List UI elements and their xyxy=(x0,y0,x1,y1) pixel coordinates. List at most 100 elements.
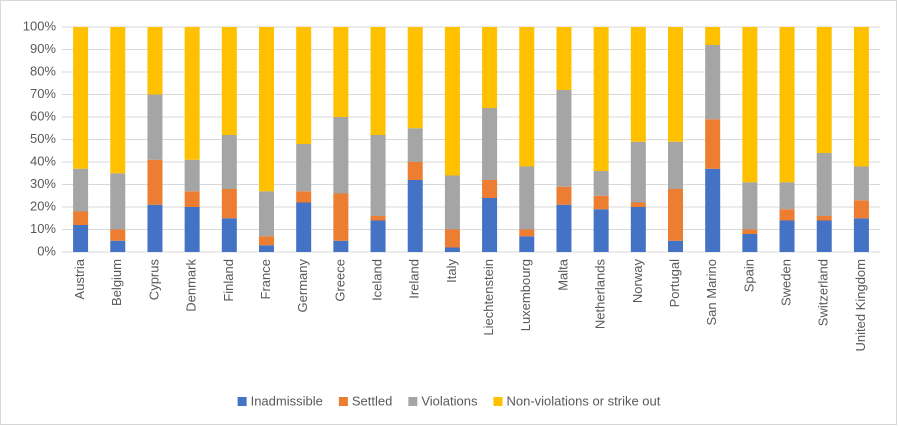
bar-segment xyxy=(742,182,758,230)
y-tick-label: 80% xyxy=(30,63,56,78)
bar-segment xyxy=(668,240,683,252)
bar-segment xyxy=(370,220,386,252)
y-tick-label: 70% xyxy=(30,86,56,101)
bar-segment xyxy=(630,207,646,252)
bar-segment xyxy=(444,175,460,230)
x-tick-label: Portugal xyxy=(667,259,682,308)
bar-segment xyxy=(593,195,609,210)
bar-segment xyxy=(556,186,572,205)
bar-segment xyxy=(110,229,126,241)
bar-segment xyxy=(370,135,386,216)
bar-segment xyxy=(853,218,869,252)
bar-segment xyxy=(519,236,535,252)
bar-segment xyxy=(221,218,237,252)
bar-segment xyxy=(705,27,721,45)
legend-swatch xyxy=(338,397,348,406)
bar-segment xyxy=(221,27,237,135)
x-tick-label: Malta xyxy=(555,258,570,291)
x-tick-label: Belgium xyxy=(109,259,124,306)
bar-segment xyxy=(705,119,721,169)
legend-label: Violations xyxy=(421,393,478,408)
bar-segment xyxy=(779,27,795,183)
bar-segment xyxy=(259,191,274,237)
y-tick-label: 30% xyxy=(30,176,56,191)
bar-segment xyxy=(147,204,163,252)
bar-segment xyxy=(73,211,89,225)
bar-segment xyxy=(259,245,274,252)
bar-segment xyxy=(556,27,572,90)
bar-segment xyxy=(444,229,460,248)
bar-segment xyxy=(184,207,200,252)
bar-segment xyxy=(73,225,89,252)
bar-segment xyxy=(333,117,349,194)
bar-segment xyxy=(519,229,535,237)
bar-segment xyxy=(296,202,312,252)
bar-segment xyxy=(556,90,572,187)
bar-segment xyxy=(742,229,758,234)
bar-segment xyxy=(407,27,423,129)
x-tick-label: Ireland xyxy=(407,259,422,299)
bar-segment xyxy=(816,153,832,216)
x-tick-label: Denmark xyxy=(184,259,199,312)
y-tick-label: 10% xyxy=(30,221,56,236)
bar-segment xyxy=(147,27,163,95)
bar-segment xyxy=(779,209,795,221)
bar-segment xyxy=(73,168,89,212)
y-tick-label: 50% xyxy=(30,131,56,146)
x-tick-label: Luxembourg xyxy=(518,259,533,331)
bar-segment xyxy=(482,27,498,108)
bar-segment xyxy=(259,27,274,192)
bar-segment xyxy=(333,240,349,252)
bar-segment xyxy=(73,27,89,169)
bar-segment xyxy=(333,193,349,241)
legend-swatch xyxy=(493,397,503,406)
bar-segment xyxy=(556,204,572,252)
bar-segment xyxy=(110,240,126,252)
y-tick-label: 20% xyxy=(30,198,56,213)
x-tick-label: Norway xyxy=(630,259,645,304)
bar-segment xyxy=(742,234,758,252)
x-tick-label: United Kingdom xyxy=(853,259,868,352)
bar-segment xyxy=(705,168,721,252)
x-tick-label: Austria xyxy=(72,258,87,299)
bar-segment xyxy=(668,189,683,241)
x-tick-label: Liechtenstein xyxy=(481,259,496,336)
x-tick-label: Sweden xyxy=(778,259,793,306)
bar-segment xyxy=(184,27,200,160)
legend-swatch xyxy=(408,397,418,406)
bar-segment xyxy=(853,166,869,201)
legend-label: Non-violations or strike out xyxy=(506,393,660,408)
bar-segment xyxy=(630,202,646,207)
bar-segment xyxy=(705,45,721,120)
bar-segment xyxy=(779,182,795,210)
y-tick-label: 40% xyxy=(30,153,56,168)
bar-segment xyxy=(482,108,498,180)
bar-segment xyxy=(184,159,200,192)
legend-label: Inadmissible xyxy=(251,393,323,408)
bar-segment xyxy=(110,173,126,230)
bar-segment xyxy=(184,191,200,207)
x-tick-label: Germany xyxy=(295,259,310,313)
bar-segment xyxy=(333,27,349,117)
bar-segment xyxy=(593,209,609,252)
bar-segment xyxy=(816,27,832,153)
y-tick-label: 100% xyxy=(23,18,57,33)
bar-segment xyxy=(519,27,535,167)
legend-swatch xyxy=(237,397,247,406)
bar-segment xyxy=(110,27,126,174)
bar-segment xyxy=(147,159,163,205)
bar-segment xyxy=(519,166,535,230)
bar-segment xyxy=(147,94,163,160)
bar-segment xyxy=(482,180,498,198)
bar-segment xyxy=(593,27,609,171)
bar-segment xyxy=(853,200,869,219)
bar-segment xyxy=(407,180,423,252)
x-tick-label: Italy xyxy=(444,259,459,283)
bar-segment xyxy=(779,220,795,252)
x-tick-label: Spain xyxy=(741,259,756,292)
bar-segment xyxy=(668,27,683,142)
bar-segment xyxy=(370,27,386,135)
x-tick-label: San Marino xyxy=(704,259,719,325)
x-tick-label: France xyxy=(258,259,273,299)
